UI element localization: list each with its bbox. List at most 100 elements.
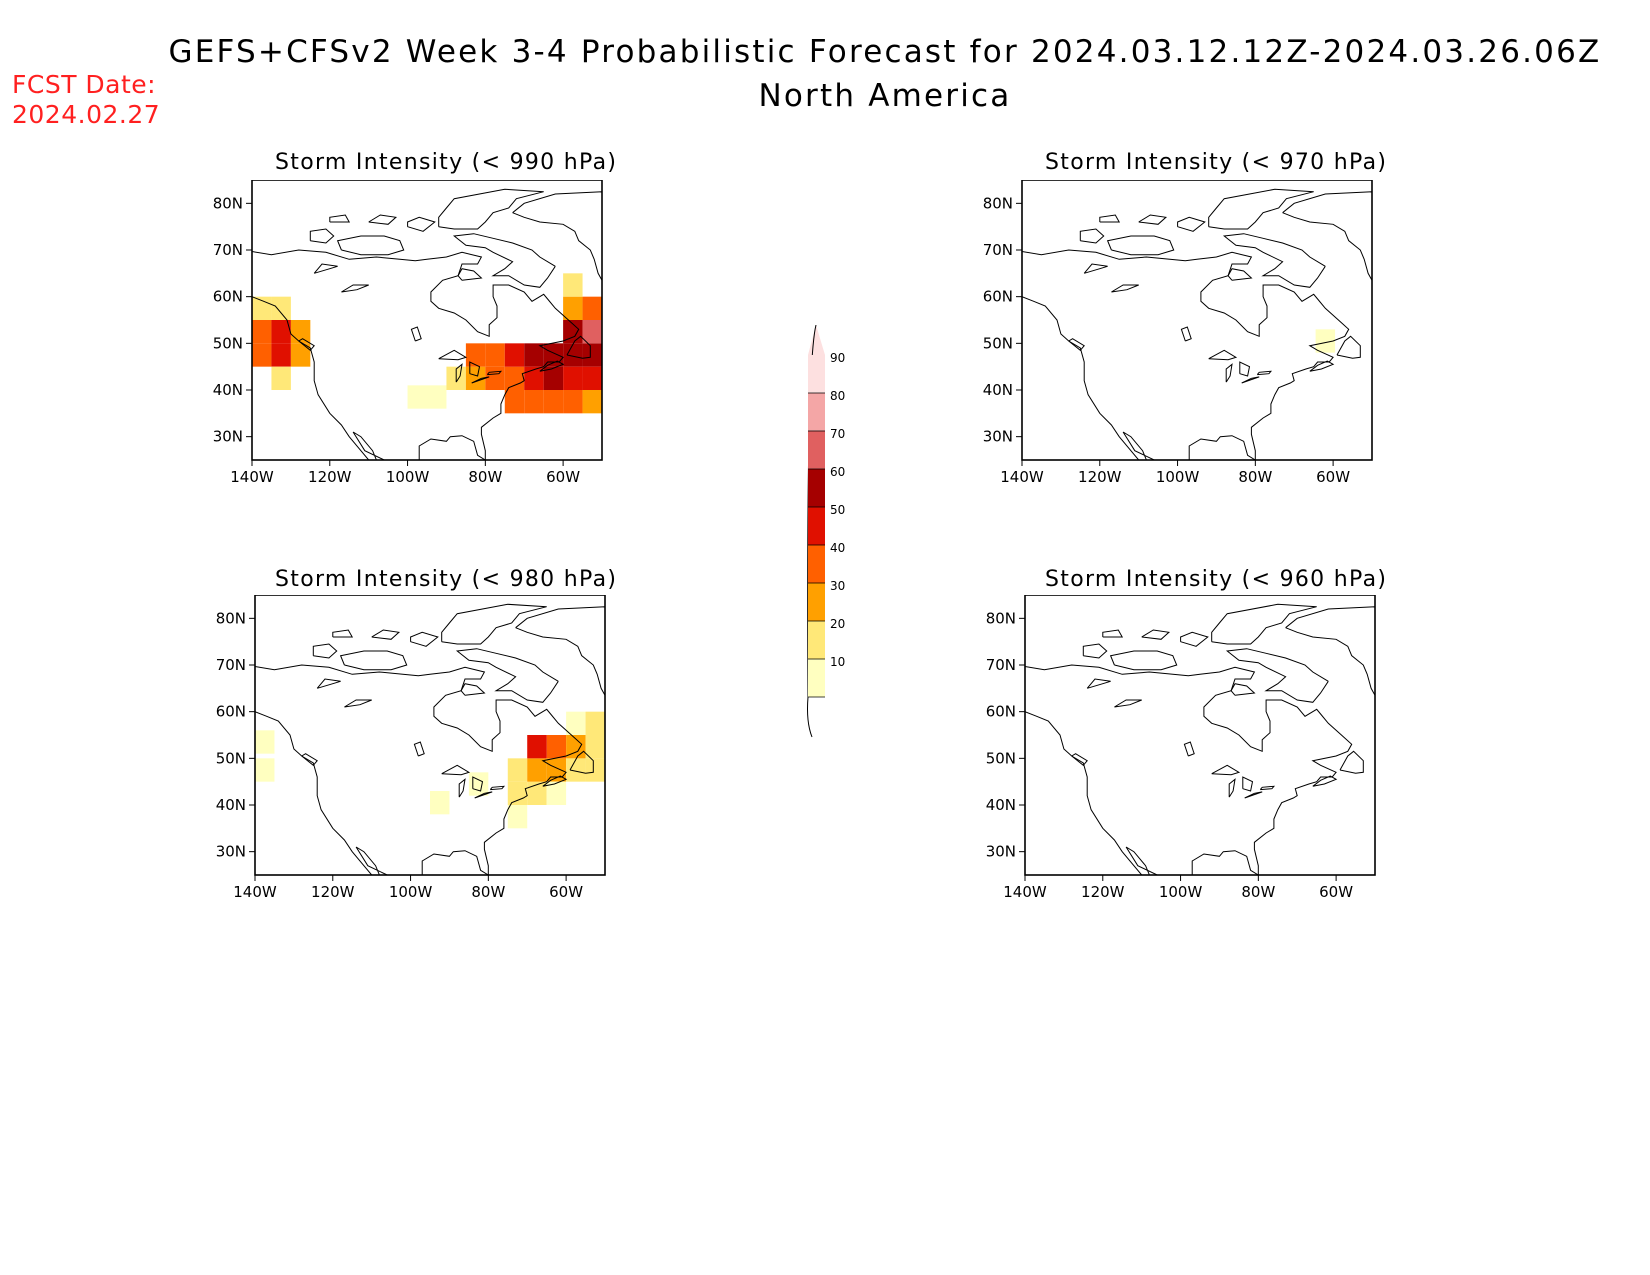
colorbar-tick-label: 70 [830,427,845,441]
colorbar-segment [808,355,825,393]
coastline-segment [1180,631,1209,647]
probability-cell [255,730,275,754]
coastline-segment [298,338,315,351]
lat-tick-label: 50N [986,749,1016,767]
coastline-segment [1208,188,1314,230]
colorbar-segment [808,469,825,507]
lon-tick-label: 100W [386,468,430,486]
lon-tick-label: 100W [1159,883,1203,901]
coastline-segment [441,764,471,776]
colorbar-bottom-cap [807,696,813,738]
coastline-segment [1309,360,1335,372]
lon-tick-label: 80W [1241,883,1275,901]
lat-tick-label: 50N [983,334,1013,352]
probability-cell [507,781,528,805]
coastline-segment [1068,338,1085,351]
coastline-segment [316,678,341,689]
coastline-segment [489,785,506,791]
probability-cell [582,366,602,390]
colorbar-tick-label: 10 [830,655,845,669]
coastline-segment [301,753,318,766]
coastline [252,188,602,460]
lon-tick-label: 120W [311,883,355,901]
coastline-segment [313,263,338,274]
coastline-segment [469,361,481,377]
coastline-segment [252,249,580,460]
coastline-segment [452,233,556,288]
map-panel-980: 80N 70N 60N 50N 40N 30N 140W 120W 100W 80W 60W [216,595,606,901]
panel-title-970: Storm Intensity (< 970 hPa) [1045,150,1388,175]
figure-subtitle: North America [758,78,1012,114]
coastline-segment [460,683,486,696]
coastline-segment [1106,235,1175,256]
probability-cell [407,385,427,409]
coastline-segment [1312,775,1338,787]
colorbar-tick-label: 20 [830,617,845,631]
coastline-segment [1211,764,1241,776]
probability-cell [527,735,547,759]
colorbar-segment [808,431,825,469]
coastline-segment [438,349,468,361]
coastline-segment [1244,791,1263,799]
coastline-segment [1099,214,1121,223]
probability-cell [271,296,291,320]
coastline-segment [1086,678,1111,689]
coastline-segment [1242,776,1254,792]
probability-cell [563,320,583,344]
coastline-segment [539,360,565,372]
probability-cell [504,343,525,367]
coastline-segment [339,650,408,671]
coastline-segment [1225,363,1233,383]
probability-cell [546,735,567,759]
probability-cell [507,758,528,782]
colorbar-tick-label: 30 [830,579,845,593]
lat-tick-label: 80N [213,194,243,212]
lon-tick-label: 120W [1081,883,1125,901]
coastline-segment [1339,750,1364,774]
lat-tick-label: 30N [986,843,1016,861]
coastline-segment [1183,741,1195,757]
probability-cell [507,805,528,829]
lon-tick-label: 100W [1156,468,1200,486]
lat-tick-label: 30N [216,843,246,861]
map-plot-area: 80N 70N 60N 50N 40N 30N 140W 120W 100W 80W 60W [213,180,603,486]
map-plot-area: 80N 70N 60N 50N 40N 30N 140W 120W 100W 80W 60W [216,595,606,901]
colorbar-top-cap [808,325,825,355]
coastline [255,603,605,875]
probability-cell [468,772,489,796]
probability-cell [271,366,291,390]
probability-cell [585,735,605,759]
probability-cell [543,390,564,414]
lat-tick-label: 30N [213,428,243,446]
lon-tick-label: 140W [230,468,274,486]
lat-tick-label: 70N [216,656,246,674]
lat-tick-label: 60N [213,288,243,306]
coastline [1022,188,1372,460]
lat-tick-label: 60N [983,288,1013,306]
coastline-segment [486,370,503,376]
coastline-segment [1230,683,1256,696]
coastline-segment [1114,699,1142,708]
coastline-segment [566,335,591,359]
coastline-segment [472,776,484,792]
probability-field [1315,329,1336,353]
coastline-segment [455,648,559,703]
probability-cell [290,320,311,344]
lon-tick-label: 120W [1078,468,1122,486]
coastline-segment [413,741,425,757]
probability-cell [582,296,602,320]
coastline-segment [1141,629,1171,640]
probability-cell [563,273,583,297]
coastline-segment [1285,606,1375,697]
coastline-segment [312,643,338,659]
coastline-segment [441,603,547,645]
coastline-segment [1102,629,1124,638]
color-legend: 10 20 30 40 50 60 70 80 90 [807,325,845,738]
colorbar-segment [808,659,825,697]
lat-tick-label: 30N [983,428,1013,446]
coastline-segment [1256,370,1273,376]
lat-tick-label: 80N [216,609,246,627]
coastline-segment [474,791,493,799]
coastline-segment [336,235,405,256]
coastline-segment [1259,785,1276,791]
